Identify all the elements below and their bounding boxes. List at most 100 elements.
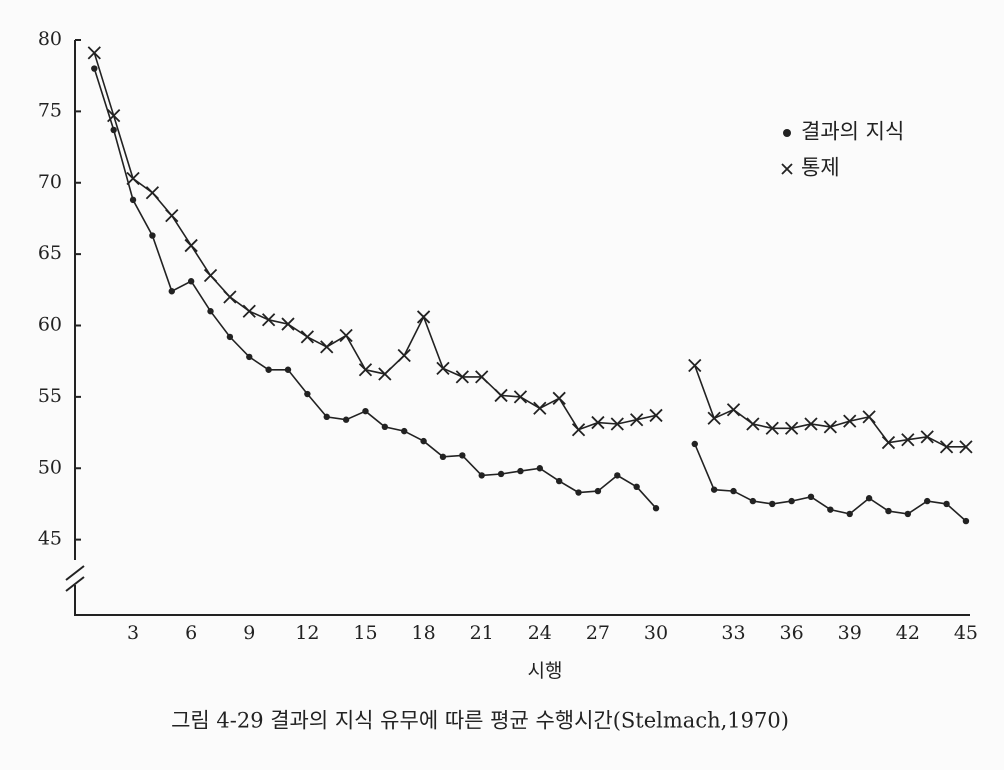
axes xyxy=(65,40,970,616)
point xyxy=(129,196,137,204)
point xyxy=(614,472,621,479)
x-tick-label: 27 xyxy=(586,622,610,644)
point xyxy=(304,390,311,398)
point xyxy=(943,500,950,508)
point xyxy=(633,483,640,491)
point xyxy=(939,440,954,454)
point xyxy=(165,208,179,223)
point xyxy=(149,232,156,239)
point xyxy=(784,421,799,435)
point xyxy=(904,510,912,518)
point xyxy=(91,65,98,72)
point xyxy=(630,413,644,427)
legend-label: 결과의 지식 xyxy=(801,120,904,144)
x-tick-label: 18 xyxy=(411,622,435,644)
point xyxy=(261,313,276,327)
x-tick-label: 39 xyxy=(838,622,862,644)
point xyxy=(494,388,508,403)
point xyxy=(823,420,837,434)
point xyxy=(339,328,353,343)
point xyxy=(726,403,741,417)
y-tick-label: 65 xyxy=(38,242,62,264)
point xyxy=(226,333,234,341)
point xyxy=(397,348,411,363)
point xyxy=(652,505,660,512)
point xyxy=(688,358,702,373)
point xyxy=(320,340,334,354)
x-axis-label: 시행 xyxy=(528,660,563,682)
point xyxy=(378,367,392,381)
point xyxy=(962,517,970,525)
point xyxy=(242,304,256,318)
point xyxy=(497,470,505,478)
point xyxy=(827,506,834,513)
x-tick-label: 36 xyxy=(780,622,804,644)
point xyxy=(920,430,934,444)
y-tick-label: 80 xyxy=(38,28,62,50)
point xyxy=(439,453,447,461)
point xyxy=(846,510,853,518)
point xyxy=(575,489,582,496)
point xyxy=(358,363,373,377)
point xyxy=(459,452,466,459)
point xyxy=(571,423,586,437)
point xyxy=(455,370,469,384)
x-tick-label: 30 xyxy=(644,622,668,644)
point xyxy=(901,433,915,447)
point xyxy=(843,414,857,428)
point xyxy=(788,497,795,505)
x-tick-label: 6 xyxy=(185,622,197,644)
point xyxy=(555,477,563,485)
x-tick-label: 9 xyxy=(243,622,255,644)
point xyxy=(265,366,272,373)
point xyxy=(401,427,408,435)
point xyxy=(513,390,528,404)
point xyxy=(769,500,776,508)
point xyxy=(436,361,450,375)
point xyxy=(804,417,818,431)
point xyxy=(107,109,121,123)
point xyxy=(730,487,737,495)
point xyxy=(536,465,544,472)
point xyxy=(865,495,873,502)
point xyxy=(284,366,292,373)
point xyxy=(552,391,566,405)
point xyxy=(885,507,892,515)
y-tick-label: 45 xyxy=(38,528,62,550)
point xyxy=(416,310,431,324)
point xyxy=(323,413,330,421)
point xyxy=(610,417,624,431)
x-tick-label: 3 xyxy=(127,622,139,644)
y-tick-label: 75 xyxy=(38,99,62,121)
point xyxy=(749,497,757,505)
point xyxy=(862,410,876,424)
x-tick-label: 15 xyxy=(353,622,377,644)
legend-marker xyxy=(781,163,793,175)
point xyxy=(924,497,931,505)
point xyxy=(203,268,218,283)
point xyxy=(126,171,140,186)
y-tick-label: 60 xyxy=(38,314,62,336)
point xyxy=(591,415,605,430)
point xyxy=(246,353,253,361)
point xyxy=(594,487,602,495)
point xyxy=(691,440,698,448)
point xyxy=(87,46,101,60)
legend-label: 통제 xyxy=(801,156,840,180)
y-tick-label: 55 xyxy=(38,385,62,407)
caption: 그림 4-29 결과의 지식 유무에 따른 평균 수행시간(Stelmach,1… xyxy=(171,709,789,733)
point xyxy=(184,238,198,253)
x-tick-label: 21 xyxy=(470,622,494,644)
point xyxy=(420,437,427,445)
point xyxy=(881,435,896,450)
point xyxy=(959,440,973,454)
point xyxy=(475,370,489,384)
point xyxy=(187,278,195,285)
point xyxy=(300,330,315,344)
y-tick-label: 70 xyxy=(38,171,62,193)
point xyxy=(533,401,547,415)
point xyxy=(207,308,214,315)
point xyxy=(517,467,524,475)
point xyxy=(168,288,175,295)
